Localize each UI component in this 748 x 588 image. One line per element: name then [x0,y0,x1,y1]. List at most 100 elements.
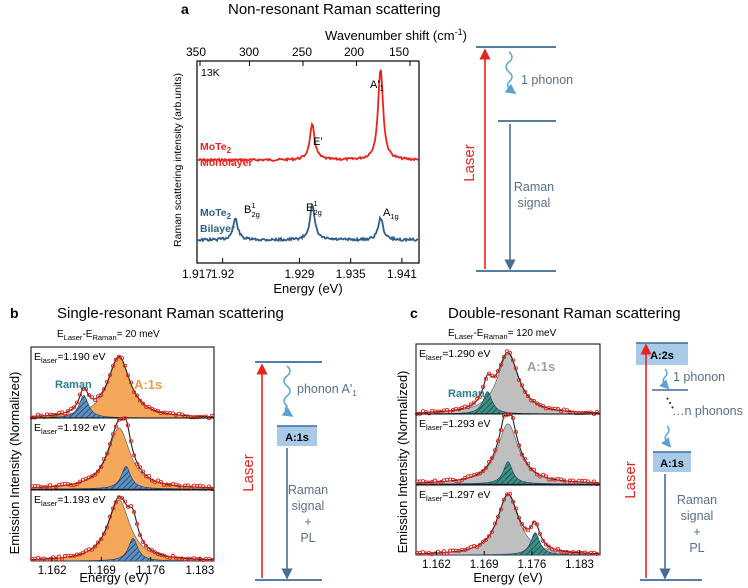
panel-b-detuning: ELaser-ERaman= 20 meV [57,329,160,342]
c-data-point [564,480,570,485]
level-a1s-label-b: A:1s [285,432,309,444]
c-data-point [501,355,507,360]
c-data-point [465,405,471,410]
panel-b-legend-a1s: A:1s [134,377,162,392]
peak-label-a1g: A1g [383,207,399,221]
c-x-tick-label: 1.183 [565,559,594,571]
panel-c-letter: c [410,305,418,321]
b-data-point [89,395,95,400]
a-top-tick-label: 200 [344,45,364,59]
a-x-tick-label: 1.929 [284,267,314,281]
panel-c-ylabel: Emission Intensity (Normalized) [395,371,410,554]
c-data-point [522,456,528,461]
b-data-point [59,556,65,562]
c-x-tick-label: 1.162 [422,559,451,571]
b-pl-area [30,499,215,562]
raman-label-c1: Raman [677,493,717,507]
raman-label-b1: Raman [288,483,328,497]
c-data-point [519,383,525,388]
c-data-point [483,465,489,471]
laser-label-b: Laser [240,454,257,492]
c-data-point [495,438,501,444]
c-data-point [483,537,489,542]
c-data-point [513,506,519,511]
c-elaser-label: Elaser=1.293 eV [419,418,490,432]
b-data-point [89,547,95,552]
c-data-point [558,409,564,414]
panel-c-diagram: A:2s 1 phonon • • • …n phonons A:1s Lase… [622,342,743,581]
panel-b-plots: Elaser=1.190 eV Elaser=1.192 eV Elaser=1.1… [29,346,215,577]
b-elaser-label: Elaser=1.190 eV [34,351,105,365]
b-data-point [128,503,134,509]
b-data-point [152,480,158,485]
c-data-point [507,350,513,356]
b-x-tick-label: 1.162 [38,565,67,577]
raman-label-a1: Raman [514,180,554,194]
c-elaser-label: Elaser=1.297 eV [419,489,490,503]
c-data-point [486,459,492,464]
b-data-point [170,553,176,558]
c-data-point [474,396,480,401]
b-data-point [89,474,95,479]
a-top-tick-label: 250 [292,45,312,59]
level-a1s-box-c [653,452,691,472]
b-data-point [137,398,143,403]
b-data-point [44,484,50,489]
c-data-point [552,548,558,553]
c-data-point [498,362,504,367]
panel-c-plots: Elaser=1.290 eV Elaser=1.293 eV Elaser=1.2… [414,343,601,571]
b-data-point [134,461,140,466]
c-data-point [492,521,498,526]
c-data-point [507,491,513,496]
c-data-point [444,551,450,556]
panel-b-letter: b [10,305,19,321]
b-data-point [71,405,77,410]
c-data-point [585,479,591,484]
b-data-point [209,557,215,562]
b-data-point [83,387,89,392]
c-data-point [507,412,513,417]
c-data-point [516,443,522,448]
b-data-point [122,416,128,421]
level-a2s-label: A:2s [650,350,674,362]
c-data-point [477,394,483,399]
c-data-point [522,526,528,531]
panel-a-temperature: 13K [201,67,220,79]
c-data-point [429,480,435,485]
c-data-point [573,480,579,485]
b-data-point [77,392,83,397]
c-data-point [462,476,468,481]
b-fit-line [32,355,213,418]
c-data-point [492,374,498,379]
b-data-point [68,406,74,412]
b-data-point [137,465,143,470]
b-data-point [113,500,119,505]
b-elaser-label: Elaser=1.193 eV [34,494,105,508]
c-data-point [513,429,519,435]
a-top-tick-label: 350 [186,45,206,59]
b-data-point [74,481,80,487]
b-data-point [158,479,164,485]
panel-c-detuning: ELaser-ERaman= 120 meV [448,328,557,341]
c-data-point [519,452,525,457]
panel-a-letter: a [181,1,189,17]
panel-c-xlabel: Energy (eV) [473,570,542,585]
b-data-point [149,548,155,553]
b-data-point [131,453,137,458]
b-data-point [74,400,80,405]
b-data-point [206,484,212,489]
b-data-point [107,373,113,378]
b-data-point [95,469,101,474]
b-data-point [77,552,83,557]
c-data-point [543,474,549,479]
b-data-point [107,514,113,519]
b-data-point [134,393,140,398]
b-data-point [83,476,89,482]
b-data-point [119,496,125,501]
c-data-point [441,549,447,554]
b-data-point [188,485,194,490]
b-data-point [146,404,152,410]
b-data-point [176,483,182,488]
b-data-point [137,532,143,538]
